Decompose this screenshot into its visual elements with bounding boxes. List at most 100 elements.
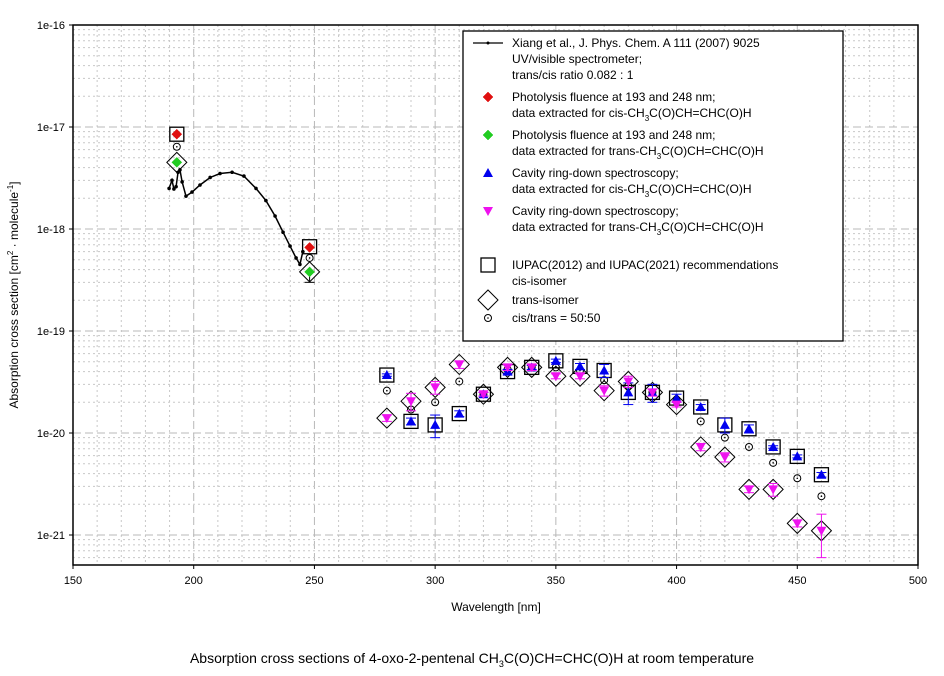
data-point — [769, 458, 778, 467]
data-point — [526, 363, 537, 373]
circle-ring — [720, 433, 729, 442]
data-point — [454, 408, 465, 418]
data-point — [376, 407, 398, 429]
legend-square-open-icon — [480, 257, 496, 273]
legend-label: Xiang et al., J. Phys. Chem. A 111 (2007… — [512, 36, 760, 50]
xiang-point — [176, 170, 180, 175]
xiang-line — [168, 168, 304, 267]
data-point — [478, 390, 489, 400]
data-point — [768, 441, 779, 451]
data-point — [550, 372, 561, 382]
data-point — [792, 451, 803, 461]
data-point — [792, 519, 803, 529]
legend-item-crds_trans: Cavity ring-down spectroscopy; data extra… — [483, 204, 764, 237]
xiang-point — [170, 178, 174, 183]
circle-ring — [484, 314, 492, 322]
data-point — [472, 383, 495, 405]
x-tick-label: 350 — [547, 575, 565, 587]
legend-text-sub: 3 — [657, 152, 662, 161]
xiang-point — [190, 190, 194, 194]
data-point — [304, 266, 315, 278]
y-axis-label-main: Absorption cross section [cm — [7, 255, 21, 408]
data-point — [741, 421, 757, 437]
circle-dot — [386, 389, 388, 392]
data-point — [695, 401, 706, 411]
circle-dot — [772, 462, 774, 464]
data-point — [381, 414, 392, 424]
legend-label: data extracted for trans-CH3C(O)CH=CHC(O… — [512, 144, 764, 161]
legend-item-iupac_cis: IUPAC(2012) and IUPAC(2021) recommendati… — [480, 257, 778, 288]
data-point — [816, 526, 827, 536]
data-point — [545, 365, 567, 387]
caption-suffix: C(O)CH=CHC(O)H at room temperature — [503, 650, 755, 666]
legend-item-photo_trans: Photolysis fluence at 193 and 248 nm; dat… — [482, 128, 764, 161]
legend: Xiang et al., J. Phys. Chem. A 111 (2007… — [462, 30, 844, 342]
plot-frame — [72, 24, 919, 566]
data-point — [172, 142, 181, 151]
y-tick-label: 1e-20 — [37, 428, 65, 440]
legend-label: UV/visible spectrometer; — [512, 52, 642, 66]
x-tick-label: 200 — [185, 575, 203, 587]
caption-sub: 3 — [498, 658, 504, 669]
data-point — [430, 419, 441, 429]
data-point — [599, 365, 610, 375]
circle-dot — [748, 446, 750, 448]
data-point — [451, 405, 467, 422]
y-axis: 1e-16 1e-17 1e-18 1e-19 1e-20 1e-21 — [37, 20, 73, 542]
xiang-point — [167, 186, 171, 191]
y-axis-label-end: ] — [7, 181, 21, 184]
data-point — [448, 353, 470, 376]
data-point — [744, 485, 754, 495]
data-point — [305, 253, 314, 262]
x-tick-label: 150 — [64, 575, 82, 587]
x-axis: 150 200 250 300 350 400 450 500 — [64, 565, 927, 587]
xiang-point — [264, 198, 268, 203]
y-tick-label: 1e-16 — [37, 20, 65, 32]
legend-triangle-up-icon — [483, 168, 493, 177]
data-point — [403, 413, 419, 430]
data-point — [695, 442, 706, 452]
data-point — [623, 377, 634, 387]
circle-ring — [431, 398, 440, 407]
circle-ring — [817, 492, 826, 501]
circle-ring — [745, 442, 753, 451]
data-point — [169, 126, 185, 142]
data-point — [671, 393, 682, 403]
circle-dot — [820, 495, 823, 498]
data-point — [720, 433, 729, 442]
series-crds-trans — [381, 360, 827, 559]
data-point — [304, 242, 315, 253]
data-point — [719, 419, 730, 429]
data-point — [765, 439, 781, 455]
circle-ring — [769, 458, 778, 467]
circle-ring — [382, 386, 391, 395]
data-point — [496, 356, 519, 379]
data-point — [719, 453, 730, 463]
data-point — [569, 365, 591, 387]
data-point — [762, 478, 784, 501]
x-tick-label: 500 — [909, 575, 927, 587]
data-point — [714, 446, 736, 468]
data-point — [166, 151, 188, 174]
data-point — [738, 478, 760, 501]
legend-diamond-filled-icon — [482, 129, 494, 141]
legend-diamond-filled-icon — [482, 91, 494, 103]
xiang-point — [180, 180, 184, 184]
circle-ring — [455, 377, 464, 386]
legend-label: trans-isomer — [512, 293, 579, 307]
data-point — [690, 436, 712, 458]
legend-label: data extracted for trans-CH3C(O)CH=CHC(O… — [512, 220, 764, 237]
legend-item-photo_cis: Photolysis fluence at 193 and 248 nm; dat… — [482, 90, 752, 123]
y-tick-label: 1e-19 — [37, 326, 65, 338]
y-tick-label: 1e-17 — [37, 122, 65, 134]
data-point — [744, 423, 754, 433]
data-point — [521, 356, 543, 379]
legend-text-part: C(O)CH=CHC(O)H — [661, 220, 763, 234]
data-point — [813, 467, 830, 483]
data-point — [382, 386, 391, 395]
legend-label: Photolysis fluence at 193 and 248 nm; — [512, 128, 715, 142]
circle-dot — [458, 380, 461, 383]
data-point — [171, 128, 183, 140]
legend-label: data extracted for cis-CH3C(O)CH=CHC(O)H — [512, 106, 752, 123]
